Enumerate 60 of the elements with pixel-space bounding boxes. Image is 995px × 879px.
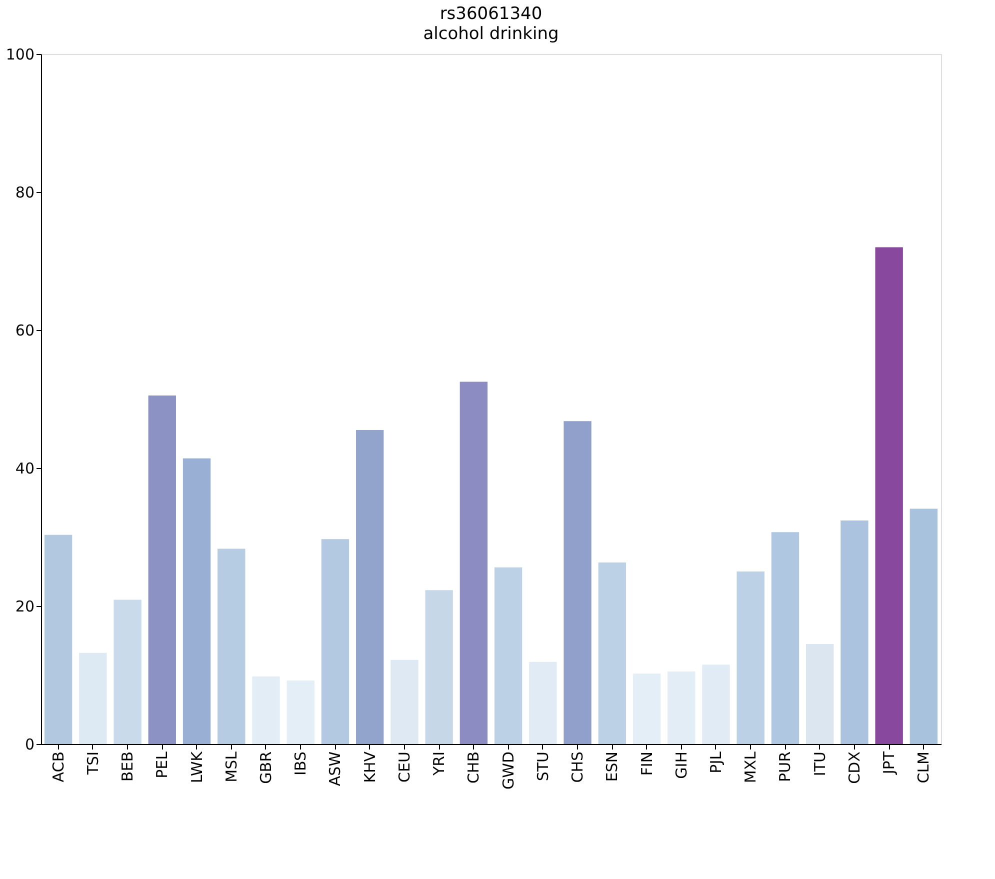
x-tick-label: ITU — [810, 752, 829, 776]
bar — [148, 396, 176, 744]
y-tick-label: 80 — [15, 184, 34, 202]
x-tick-label: STU — [534, 752, 552, 782]
bar — [79, 652, 107, 744]
bar — [875, 247, 903, 744]
x-tick-label: TSI — [84, 752, 102, 776]
bar — [632, 674, 661, 744]
bar — [736, 572, 764, 744]
x-tick-label: GIH — [672, 752, 690, 779]
x-tick-label: KHV — [360, 750, 379, 783]
x-tick-label: GBR — [257, 752, 275, 784]
x-tick-label: CHB — [464, 752, 483, 784]
bar — [44, 534, 72, 744]
y-tick-label: 20 — [15, 598, 34, 616]
bar — [494, 567, 522, 744]
x-tick-label: PEL — [153, 750, 172, 778]
bar — [390, 660, 418, 744]
bar — [702, 664, 730, 744]
x-tick-label: MSL — [222, 750, 240, 782]
bar — [182, 458, 211, 744]
x-tick-label: BEB — [118, 752, 137, 782]
bar — [529, 662, 557, 744]
x-tick-label: JPT — [880, 750, 898, 776]
x-tick-label: MXL — [742, 750, 760, 784]
chart-title: rs36061340 — [440, 4, 542, 24]
x-tick-label: YRI — [430, 752, 448, 777]
x-tick-label: CDX — [845, 752, 864, 784]
bar — [668, 672, 696, 744]
y-tick-label: 100 — [6, 46, 34, 64]
bar — [840, 520, 868, 744]
x-tick-label: CHS — [568, 752, 587, 783]
y-tick-label: 40 — [15, 460, 34, 478]
x-tick-label: ASW — [326, 751, 344, 786]
chart-subtitle: alcohol drinking — [423, 24, 559, 44]
bar — [598, 562, 626, 744]
bar — [286, 680, 314, 744]
x-tick-label: PUR — [776, 752, 794, 782]
x-tick-label: GWD — [499, 752, 518, 790]
bar — [356, 430, 384, 744]
bar — [564, 421, 592, 744]
x-tick-label: LWK — [188, 750, 206, 784]
bar — [218, 548, 246, 744]
bar — [771, 532, 800, 744]
bar — [321, 539, 350, 744]
x-tick-label: FIN — [638, 752, 656, 776]
x-tick-label: CEU — [395, 752, 414, 782]
bar — [252, 676, 280, 744]
bar — [806, 644, 834, 744]
x-tick-label: PJL — [707, 750, 725, 774]
y-tick-label: 60 — [15, 322, 34, 340]
x-tick-label: IBS — [292, 752, 310, 776]
x-tick-label: ACB — [49, 752, 68, 782]
x-tick-label: ESN — [603, 752, 622, 782]
bar — [425, 590, 453, 744]
x-tick-label: CLM — [914, 752, 933, 784]
y-tick-label: 0 — [24, 736, 34, 754]
bar — [910, 508, 938, 744]
bar — [460, 382, 488, 744]
bar — [114, 600, 142, 744]
